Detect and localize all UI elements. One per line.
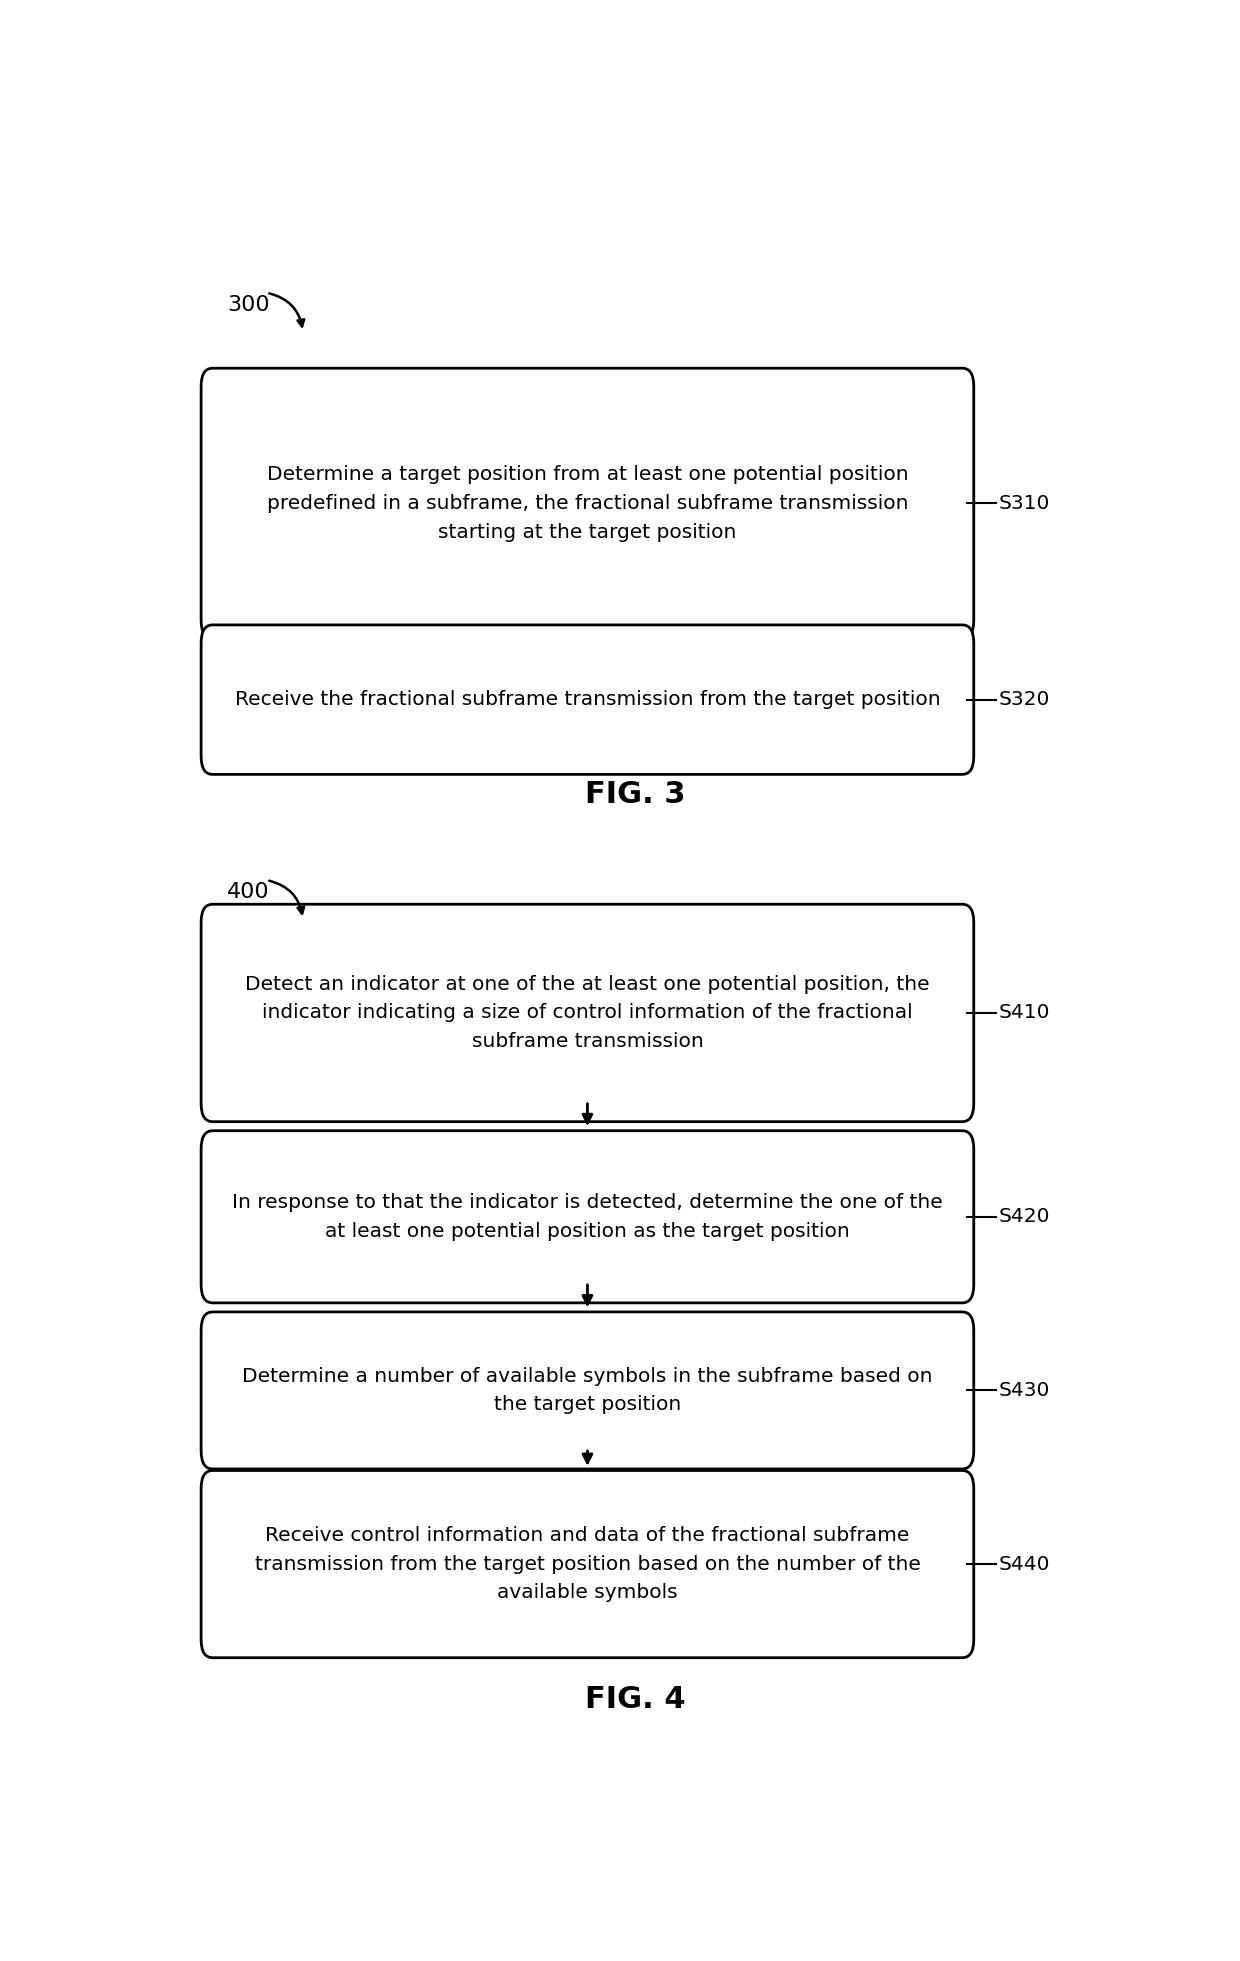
Text: S320: S320 [998, 690, 1050, 710]
Text: S420: S420 [998, 1208, 1050, 1226]
FancyBboxPatch shape [201, 1312, 973, 1469]
FancyBboxPatch shape [201, 1471, 973, 1657]
Text: Receive the fractional subframe transmission from the target position: Receive the fractional subframe transmis… [234, 690, 940, 710]
Text: Receive control information and data of the fractional subframe
transmission fro: Receive control information and data of … [254, 1526, 920, 1602]
Text: FIG. 3: FIG. 3 [585, 780, 686, 808]
Text: Determine a number of available symbols in the subframe based on
the target posi: Determine a number of available symbols … [242, 1367, 932, 1414]
Text: FIG. 4: FIG. 4 [585, 1686, 686, 1714]
FancyArrowPatch shape [269, 880, 304, 914]
Text: In response to that the indicator is detected, determine the one of the
at least: In response to that the indicator is det… [232, 1192, 942, 1241]
Text: 400: 400 [227, 882, 270, 902]
FancyArrowPatch shape [269, 294, 304, 326]
Text: Determine a target position from at least one potential position
predefined in a: Determine a target position from at leas… [267, 465, 908, 541]
FancyBboxPatch shape [201, 1131, 973, 1302]
FancyBboxPatch shape [201, 369, 973, 639]
FancyBboxPatch shape [201, 904, 973, 1122]
Text: S430: S430 [998, 1381, 1050, 1400]
Text: S440: S440 [998, 1555, 1050, 1573]
Text: S310: S310 [998, 494, 1050, 514]
Text: Detect an indicator at one of the at least one potential position, the
indicator: Detect an indicator at one of the at lea… [246, 975, 930, 1051]
Text: S410: S410 [998, 1004, 1050, 1022]
FancyBboxPatch shape [201, 626, 973, 775]
Text: 300: 300 [227, 294, 270, 316]
